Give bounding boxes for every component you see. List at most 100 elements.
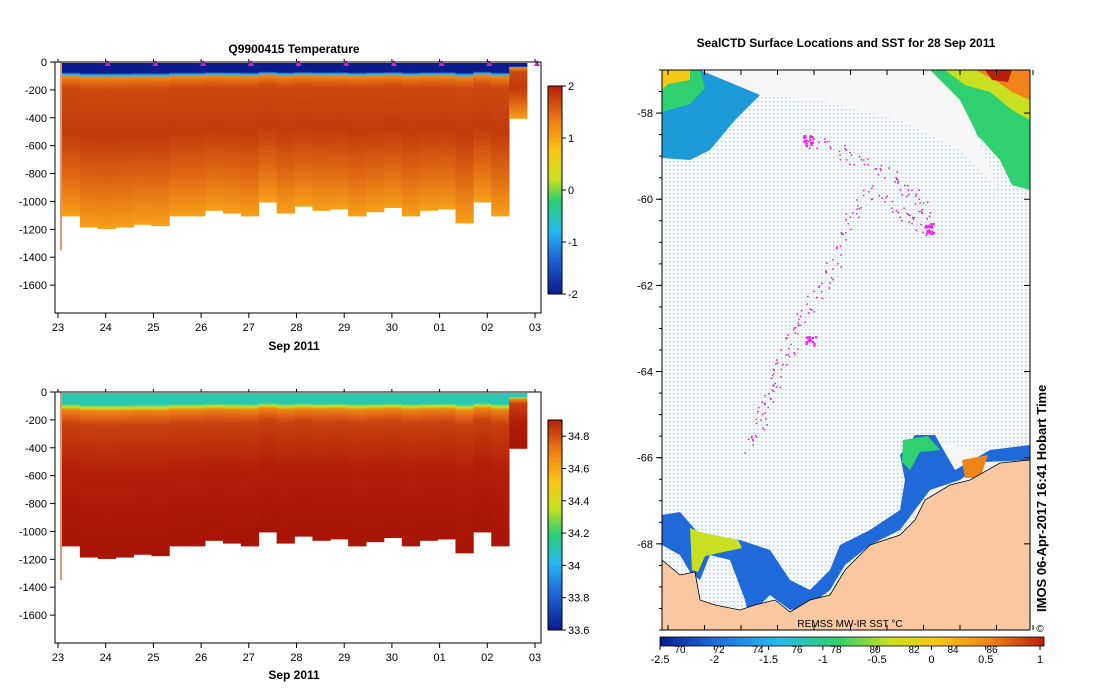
y-tick-label: -1200 bbox=[19, 554, 47, 566]
track-cluster-point bbox=[928, 231, 931, 234]
map-title: SealCTD Surface Locations and SST for 28… bbox=[697, 36, 996, 50]
heatmap-column bbox=[366, 393, 385, 543]
profile-markers bbox=[104, 60, 540, 66]
track-point bbox=[813, 290, 815, 293]
track-point bbox=[779, 386, 782, 389]
sst-colorbar bbox=[659, 636, 1045, 647]
sst-colorbar-overlay-label: 74 bbox=[752, 645, 764, 656]
heatmap-column bbox=[240, 63, 260, 217]
heatmap-column bbox=[151, 63, 170, 227]
track-point bbox=[840, 231, 843, 234]
sst-colorbar-tick-label: 1 bbox=[1037, 654, 1043, 666]
track-point bbox=[849, 216, 852, 219]
track-point bbox=[856, 208, 858, 210]
x-tick-label: 25 bbox=[147, 322, 159, 334]
track-point bbox=[860, 206, 862, 209]
track-point bbox=[849, 151, 851, 154]
heatmap-column bbox=[401, 393, 421, 547]
colorbar-tick-label: 34.8 bbox=[568, 431, 589, 443]
track-cluster-point bbox=[932, 223, 935, 226]
imos-timestamp: IMOS 06-Apr-2017 16:41 Hobart Time bbox=[1034, 385, 1049, 612]
track-point bbox=[850, 228, 852, 231]
seal-track bbox=[744, 135, 935, 454]
heatmap-column bbox=[419, 63, 438, 211]
track-point bbox=[907, 193, 910, 196]
track-point bbox=[897, 180, 899, 183]
y-tick-label: -600 bbox=[25, 141, 47, 153]
track-cluster-point bbox=[803, 135, 806, 138]
track-point bbox=[754, 434, 757, 437]
track-point bbox=[908, 214, 911, 217]
track-point bbox=[836, 246, 838, 248]
track-point bbox=[771, 389, 774, 391]
x-tick-label: 27 bbox=[243, 652, 255, 664]
track-cluster-point bbox=[805, 342, 808, 346]
heatmap-column bbox=[491, 393, 510, 547]
track-point bbox=[899, 216, 901, 219]
heatmap-column bbox=[348, 63, 367, 217]
temperature-xlabel: Sep 2011 bbox=[268, 339, 320, 353]
track-point bbox=[891, 207, 893, 209]
track-cluster-point bbox=[810, 143, 813, 146]
heatmap-column bbox=[187, 63, 206, 217]
track-cluster-point bbox=[810, 141, 813, 145]
track-point bbox=[776, 359, 778, 361]
x-tick-label: 03 bbox=[529, 652, 541, 664]
track-point bbox=[897, 211, 900, 214]
track-point bbox=[845, 213, 848, 215]
heatmap-column bbox=[509, 393, 528, 449]
heatmap-column bbox=[115, 63, 134, 228]
track-point bbox=[888, 167, 890, 169]
track-point bbox=[906, 212, 909, 215]
track-point bbox=[918, 198, 921, 200]
track-point bbox=[845, 159, 848, 161]
profile-marker bbox=[343, 60, 350, 66]
x-tick-label: 23 bbox=[52, 652, 64, 664]
heatmap-column bbox=[437, 393, 456, 540]
track-point bbox=[897, 178, 899, 181]
track-point bbox=[808, 147, 811, 149]
map-y-tick-label: -60 bbox=[637, 194, 653, 206]
heatmap-column bbox=[276, 393, 295, 544]
sst-colorbar-overlay-label: 82 bbox=[908, 645, 920, 656]
track-point bbox=[920, 223, 922, 226]
track-point bbox=[871, 187, 873, 190]
track-point bbox=[863, 189, 865, 192]
track-cluster-point bbox=[812, 138, 815, 141]
track-point bbox=[856, 199, 858, 201]
y-tick-label: -200 bbox=[25, 415, 47, 427]
track-point bbox=[829, 282, 831, 284]
track-cluster-point bbox=[926, 226, 929, 229]
y-tick-label: 0 bbox=[41, 57, 47, 69]
y-tick-label: -400 bbox=[25, 113, 47, 125]
track-point bbox=[773, 369, 776, 372]
track-point bbox=[764, 402, 766, 405]
x-tick-label: 30 bbox=[386, 652, 398, 664]
heatmap-column bbox=[133, 63, 152, 225]
track-point bbox=[929, 212, 932, 214]
track-point bbox=[756, 436, 758, 438]
track-cluster-point bbox=[805, 139, 808, 142]
track-point bbox=[765, 418, 767, 420]
track-cluster-point bbox=[803, 140, 806, 143]
y-tick-label: -1400 bbox=[19, 252, 47, 264]
heatmap-column bbox=[473, 63, 492, 203]
track-point bbox=[907, 189, 910, 191]
track-point bbox=[862, 159, 865, 161]
track-point bbox=[884, 201, 886, 203]
track-point bbox=[794, 326, 797, 329]
track-point bbox=[787, 353, 790, 356]
sst-colorbar-tick-label: -1.5 bbox=[759, 654, 778, 666]
heatmap-column bbox=[348, 393, 367, 547]
track-point bbox=[774, 382, 776, 385]
track-point bbox=[915, 193, 917, 196]
track-point bbox=[788, 347, 790, 350]
heatmap-column bbox=[187, 393, 206, 547]
heatmap-column bbox=[205, 63, 224, 211]
temperature-title: Q9900415 Temperature bbox=[228, 42, 360, 56]
track-point bbox=[766, 424, 769, 426]
y-tick-label: -1000 bbox=[19, 526, 47, 538]
track-point bbox=[926, 218, 929, 220]
track-point bbox=[867, 163, 869, 166]
sst-coastal-warm-west bbox=[690, 528, 742, 572]
